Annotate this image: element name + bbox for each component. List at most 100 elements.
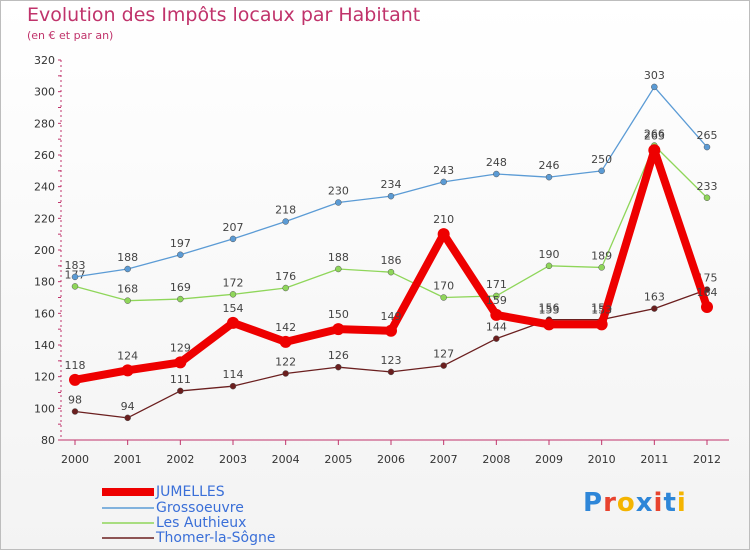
data-label-grossoeuvre: 234 xyxy=(381,178,402,191)
data-point-jumelles xyxy=(701,301,713,313)
data-label-les-authieux: 171 xyxy=(486,278,507,291)
x-tick-label: 2011 xyxy=(640,453,668,466)
chart-subtitle: (en € et par an) xyxy=(27,29,114,42)
data-point-grossoeuvre xyxy=(335,199,342,206)
data-label-thomer-la-sogne: 111 xyxy=(170,373,191,386)
legend-swatch-jumelles xyxy=(102,488,154,496)
data-point-jumelles xyxy=(227,316,239,329)
data-point-jumelles xyxy=(437,228,450,241)
data-label-jumelles: 153 xyxy=(591,303,612,316)
legend-item-grossoeuvre: Grossoeuvre xyxy=(102,500,244,516)
legend-item-les-authieux: Les Authieux xyxy=(102,515,246,531)
x-tick-label: 2003 xyxy=(219,453,247,466)
data-label-grossoeuvre: 183 xyxy=(65,259,86,272)
data-point-grossoeuvre xyxy=(71,273,79,281)
data-label-grossoeuvre: 246 xyxy=(539,159,560,172)
data-label-thomer-la-sogne: 126 xyxy=(328,349,349,362)
data-label-thomer-la-sogne: 98 xyxy=(68,394,82,407)
data-label-thomer-la-sogne: 123 xyxy=(381,354,402,367)
proxiti-logo: Proxiti xyxy=(583,488,687,518)
data-label-grossoeuvre: 218 xyxy=(275,204,296,217)
y-tick-label: 260 xyxy=(34,149,55,162)
logo-letter: i xyxy=(653,488,664,518)
data-point-thomer-la-sogne xyxy=(229,382,237,390)
y-tick-label: 200 xyxy=(34,244,55,257)
y-tick-label: 240 xyxy=(34,181,55,194)
data-point-grossoeuvre xyxy=(493,170,500,178)
data-label-thomer-la-sogne: 163 xyxy=(644,291,665,304)
data-point-thomer-la-sogne xyxy=(282,370,289,377)
data-point-les-authieux xyxy=(545,262,553,270)
data-label-jumelles: 150 xyxy=(328,308,349,321)
data-label-les-authieux: 169 xyxy=(170,281,191,294)
legend-label-thomer-la-sogne: Thomer-la-Sôgne xyxy=(156,530,276,546)
y-tick-label: 280 xyxy=(34,117,55,130)
data-point-jumelles xyxy=(490,308,503,321)
data-point-les-authieux xyxy=(598,264,605,271)
x-tick-label: 2005 xyxy=(324,453,352,466)
x-tick-label: 2007 xyxy=(430,453,458,466)
data-point-jumelles xyxy=(121,364,134,377)
data-point-jumelles xyxy=(385,324,397,337)
y-tick-label: 220 xyxy=(34,212,55,225)
data-label-jumelles: 210 xyxy=(433,213,454,226)
data-point-grossoeuvre xyxy=(598,167,605,175)
data-point-les-authieux xyxy=(440,294,447,301)
data-point-jumelles xyxy=(332,323,345,336)
data-label-jumelles: 124 xyxy=(117,349,138,362)
data-label-les-authieux: 176 xyxy=(275,270,296,283)
data-label-thomer-la-sogne: 122 xyxy=(275,356,296,369)
data-label-grossoeuvre: 197 xyxy=(170,237,191,250)
logo-letter: r xyxy=(603,488,617,518)
data-point-jumelles xyxy=(174,356,187,369)
data-point-grossoeuvre xyxy=(703,143,711,151)
data-point-grossoeuvre xyxy=(651,83,658,91)
data-label-jumelles: 263 xyxy=(644,129,665,142)
x-tick-label: 2000 xyxy=(61,453,89,466)
data-point-thomer-la-sogne xyxy=(335,363,342,371)
x-tick-label: 2002 xyxy=(166,453,194,466)
y-tick-label: 300 xyxy=(34,86,55,99)
data-label-jumelles: 129 xyxy=(170,341,191,354)
data-label-les-authieux: 266 xyxy=(644,128,665,141)
data-point-grossoeuvre xyxy=(387,192,395,200)
data-point-les-authieux xyxy=(124,297,131,304)
data-point-thomer-la-sogne xyxy=(71,408,79,415)
data-label-thomer-la-sogne: 94 xyxy=(121,400,135,413)
legend-label-grossoeuvre: Grossoeuvre xyxy=(156,500,244,516)
data-label-les-authieux: 170 xyxy=(433,280,454,293)
data-label-les-authieux: 188 xyxy=(328,251,349,264)
y-tick-label: 180 xyxy=(34,276,55,289)
legend-label-les-authieux: Les Authieux xyxy=(156,515,247,531)
data-label-jumelles: 159 xyxy=(486,294,507,307)
x-tick-label: 2009 xyxy=(535,453,563,466)
x-tick-label: 2004 xyxy=(272,453,300,466)
data-label-grossoeuvre: 265 xyxy=(697,129,718,142)
data-point-les-authieux xyxy=(282,284,289,292)
chart-title: Evolution des Impôts locaux par Habitant xyxy=(27,4,421,26)
data-point-les-authieux xyxy=(177,295,184,303)
x-tick-label: 2012 xyxy=(693,453,721,466)
data-label-grossoeuvre: 303 xyxy=(644,69,665,82)
data-label-les-authieux: 189 xyxy=(591,249,612,262)
data-point-grossoeuvre xyxy=(124,265,131,273)
data-point-thomer-la-sogne xyxy=(440,362,447,369)
data-label-jumelles: 149 xyxy=(381,310,402,323)
data-label-grossoeuvre: 188 xyxy=(117,251,138,264)
data-point-jumelles xyxy=(595,318,608,331)
data-point-les-authieux xyxy=(335,265,342,273)
data-point-grossoeuvre xyxy=(440,178,447,186)
y-tick-label: 140 xyxy=(34,339,55,352)
data-point-jumelles xyxy=(543,318,555,331)
x-tick-label: 2001 xyxy=(114,453,142,466)
data-point-les-authieux xyxy=(229,291,237,298)
data-label-thomer-la-sogne: 114 xyxy=(223,368,244,381)
data-point-jumelles xyxy=(69,373,81,386)
data-point-thomer-la-sogne xyxy=(651,305,658,312)
data-point-les-authieux xyxy=(71,283,79,290)
data-label-jumelles: 154 xyxy=(223,302,244,315)
data-point-jumelles xyxy=(279,335,292,348)
data-point-grossoeuvre xyxy=(229,235,237,243)
